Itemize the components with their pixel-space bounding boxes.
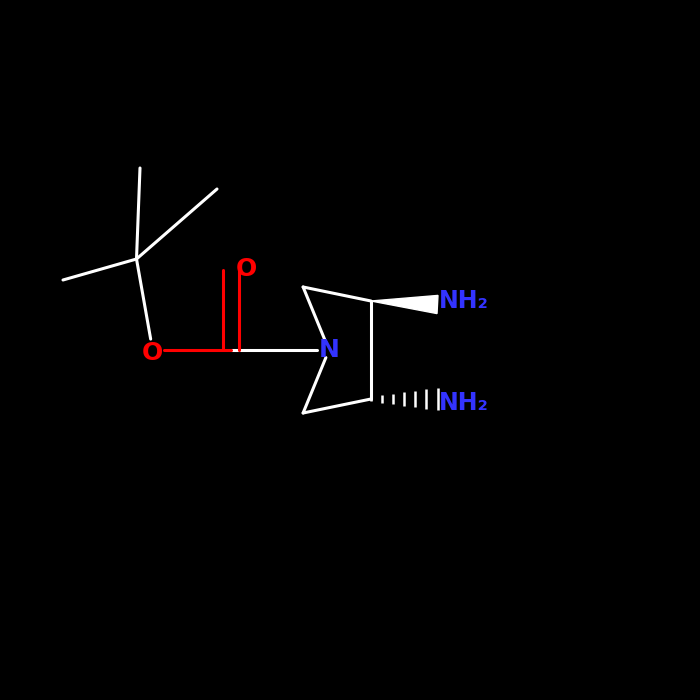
- Text: NH₂: NH₂: [439, 289, 489, 313]
- Text: O: O: [142, 342, 163, 365]
- Text: O: O: [236, 258, 257, 281]
- Text: NH₂: NH₂: [439, 391, 489, 414]
- Text: N: N: [318, 338, 340, 362]
- Polygon shape: [371, 295, 438, 314]
